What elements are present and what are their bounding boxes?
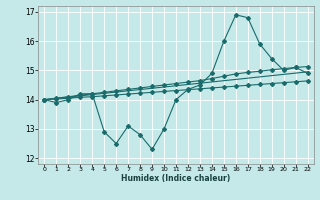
X-axis label: Humidex (Indice chaleur): Humidex (Indice chaleur): [121, 174, 231, 183]
